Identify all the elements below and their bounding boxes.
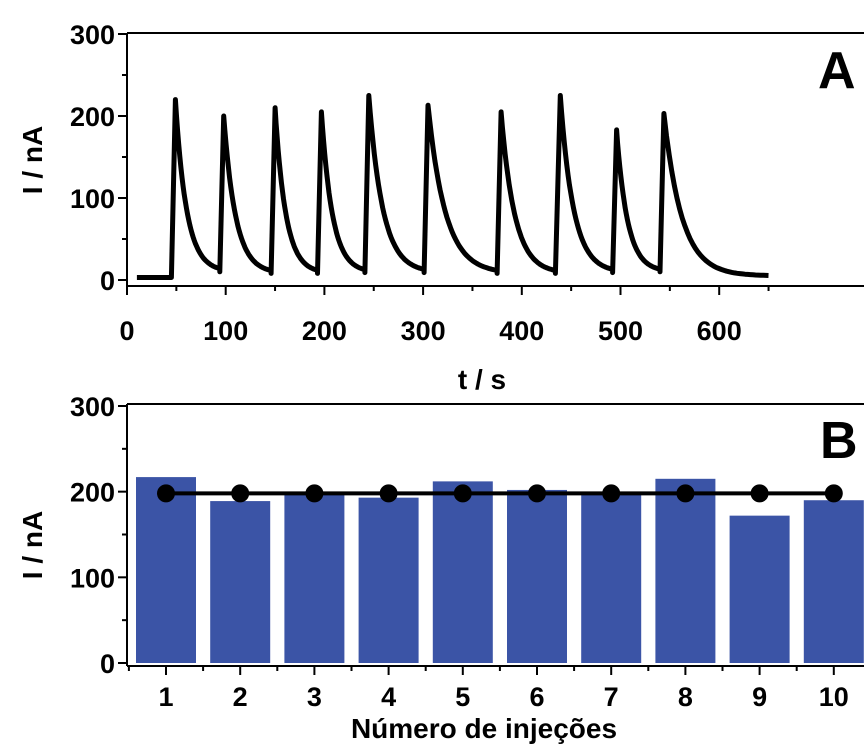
panel-b-y-tick-label: 300 <box>70 392 115 422</box>
panel-b-x-axis-title: Número de injeções <box>351 713 617 744</box>
panel-b-bar <box>729 515 790 663</box>
panel-a: 0 100 200 300 0 100 200 300 400 500 600 A t / s I … <box>17 20 864 395</box>
panel-b-bar <box>655 478 716 663</box>
panel-b-x-tick-label: 5 <box>455 682 470 712</box>
panel-b-x-tick-label: 2 <box>233 682 248 712</box>
panel-b-mean-point <box>305 484 324 503</box>
panel-b-mean-point <box>750 484 769 503</box>
panel-b-ticks: 0 100 200 300 1 2 3 4 5 6 7 8 9 10 <box>70 392 849 712</box>
panel-b-mean-point <box>379 484 398 503</box>
panel-b-mean-point <box>528 484 546 503</box>
panel-b-mean-point <box>824 484 843 503</box>
panel-b-bar <box>284 492 345 663</box>
panel-b-y-axis-title: I / nA <box>17 511 48 579</box>
panel-b-mean-point <box>602 484 621 503</box>
panel-a-ticks: 0 100 200 300 0 100 200 300 400 500 600 <box>70 20 770 346</box>
panel-b-x-tick-label: 8 <box>678 682 693 712</box>
panel-a-x-tick-label: 300 <box>401 316 446 346</box>
panel-b-x-tick-label: 3 <box>307 682 322 712</box>
panel-a-x-tick-label: 600 <box>697 316 742 346</box>
panel-b-y-tick-label: 200 <box>70 478 115 508</box>
panel-b-mean-point <box>231 484 250 503</box>
panel-b-x-tick-label: 6 <box>529 682 544 712</box>
panel-b-letter: B <box>820 412 858 470</box>
panel-a-x-tick-label: 0 <box>119 316 134 346</box>
panel-a-x-tick-label: 200 <box>302 316 347 346</box>
panel-a-current-trace <box>136 93 769 280</box>
panel-a-x-axis-title: t / s <box>458 364 506 395</box>
panel-b-bars <box>136 477 864 663</box>
panel-b-mean-point <box>676 484 695 503</box>
panel-a-series <box>136 93 769 280</box>
panel-b-mean-point <box>157 484 175 503</box>
panel-a-y-tick-label: 100 <box>70 184 115 214</box>
panel-b-bar <box>803 500 864 663</box>
panel-b-y-tick-label: 0 <box>100 649 115 679</box>
panel-a-x-tick-label: 400 <box>499 316 544 346</box>
panel-b-bar <box>507 489 567 663</box>
panel-a-letter: A <box>818 42 856 100</box>
panel-b-x-tick-label: 10 <box>819 682 849 712</box>
panel-a-y-axis-title: I / nA <box>17 126 48 194</box>
panel-b-x-tick-label: 9 <box>752 682 767 712</box>
panel-b-bar <box>581 491 642 663</box>
panel-a-y-tick-label: 0 <box>100 266 115 296</box>
panel-b-mean-point <box>453 484 472 503</box>
panel-b-x-tick-label: 7 <box>604 682 619 712</box>
panel-b-x-tick-label: 1 <box>158 682 173 712</box>
panel-a-x-tick-label: 100 <box>203 316 248 346</box>
panel-b-bar <box>136 477 196 663</box>
panel-a-y-tick-label: 200 <box>70 102 115 132</box>
panel-a-x-tick-label: 500 <box>598 316 643 346</box>
panel-b-mean-series <box>157 484 843 503</box>
panel-b-bar <box>210 501 271 663</box>
panel-a-y-tick-label: 300 <box>70 20 115 50</box>
panel-b-x-tick-label: 4 <box>381 682 396 712</box>
panel-b-y-tick-label: 100 <box>70 563 115 593</box>
panel-b-bar <box>358 497 419 663</box>
panel-b-bar <box>432 481 493 663</box>
panel-b: 0 100 200 300 1 2 3 4 5 6 7 8 9 10 B Número de injeçõ… <box>17 392 864 744</box>
